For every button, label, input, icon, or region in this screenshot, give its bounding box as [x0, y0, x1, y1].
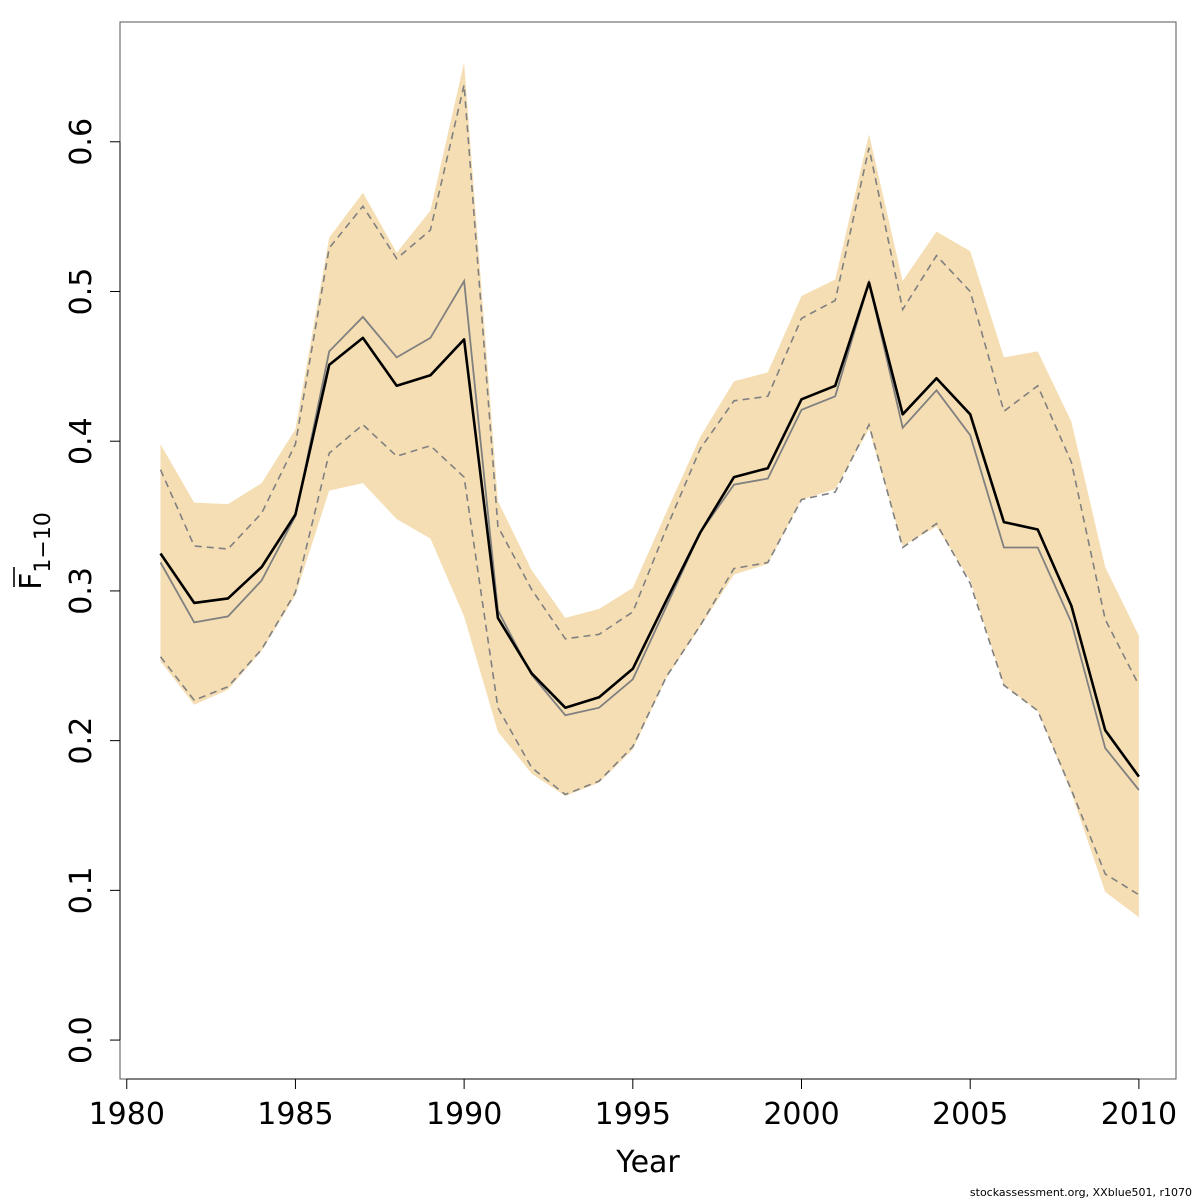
- y-tick-label: 0.2: [64, 717, 99, 765]
- dashed-lower-line: [159, 422, 1140, 896]
- y-tick-label: 0.1: [64, 867, 99, 915]
- x-tick-label: 2000: [763, 1097, 839, 1132]
- x-tick-label: 1995: [595, 1097, 671, 1132]
- x-tick-label: 1980: [89, 1097, 165, 1132]
- x-axis: 1980 1985 1990 1995 2000 2005 2010: [89, 1078, 1177, 1132]
- y-axis-title: F1−10: [13, 512, 56, 590]
- confidence-band: [160, 62, 1139, 918]
- credit-text: stockassessment.org, XXblue501, r1070: [970, 1186, 1192, 1199]
- y-axis: 0.0 0.1 0.2 0.3 0.4 0.5 0.6: [64, 118, 121, 1064]
- x-tick-label: 2010: [1101, 1097, 1177, 1132]
- y-axis-title-main: F: [14, 573, 49, 590]
- y-tick-label: 0.6: [64, 118, 99, 166]
- svg-text:F1−10: F1−10: [14, 512, 56, 590]
- y-axis-title-subscript: 1−10: [31, 512, 56, 572]
- x-axis-title: Year: [615, 1145, 680, 1180]
- y-tick-label: 0.3: [64, 567, 99, 615]
- x-tick-label: 2005: [932, 1097, 1008, 1132]
- y-tick-label: 0.5: [64, 268, 99, 316]
- y-tick-label: 0.0: [64, 1016, 99, 1064]
- black-line: [159, 281, 1140, 778]
- x-tick-label: 1985: [257, 1097, 333, 1132]
- grey-line: [159, 278, 1140, 791]
- plot-area: [159, 62, 1140, 918]
- x-tick-label: 1990: [426, 1097, 502, 1132]
- dashed-upper-line: [159, 84, 1140, 686]
- y-tick-label: 0.4: [64, 417, 99, 465]
